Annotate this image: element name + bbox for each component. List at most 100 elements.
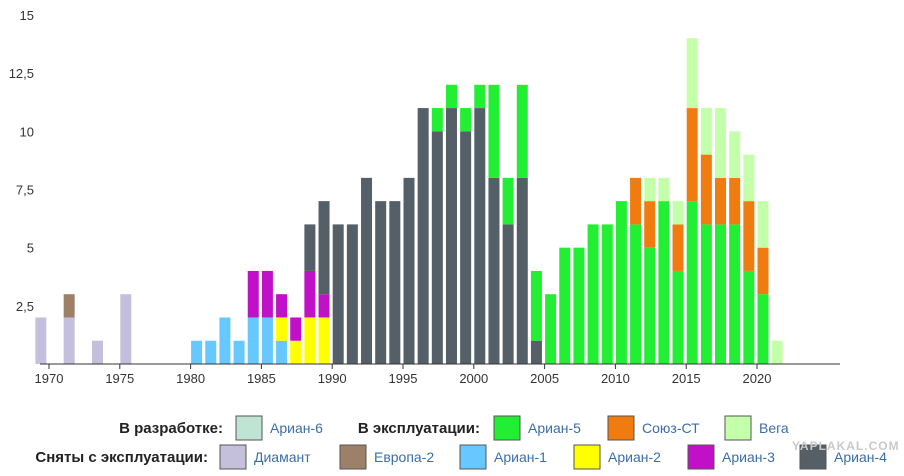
x-tick-label: 2005 — [530, 371, 559, 386]
bar-1990-Ариан-4 — [332, 224, 344, 364]
x-tick-label: 2010 — [601, 371, 630, 386]
x-tick-label: 1980 — [176, 371, 205, 386]
bar-2016-Вега — [700, 108, 712, 155]
watermark: YAPLAKAL.COM — [792, 439, 900, 453]
bar-1997-Ариан-5 — [431, 108, 443, 132]
legend: В разработке: Ариан-6 В эксплуатации: Ариан… — [35, 415, 887, 470]
bar-2010-Ариан-5 — [615, 201, 627, 364]
bar-2021-Вега — [771, 340, 783, 364]
legend-heading: Сняты с эксплуатации: — [35, 449, 208, 466]
bar-1988-Ариан-3 — [304, 270, 316, 318]
legend-label: Ариан-6 — [270, 420, 323, 436]
bar-2000-Ариан-5 — [474, 84, 486, 109]
legend-heading: В эксплуатации: — [358, 420, 480, 437]
bar-2008-Ариан-5 — [587, 224, 599, 364]
bar-2009-Ариан-5 — [601, 224, 613, 364]
legend-label: Ариан-5 — [528, 420, 581, 436]
bar-1989-Ариан-3 — [318, 294, 330, 318]
bar-1989-Ариан-2 — [318, 317, 330, 364]
bar-2006-Ариан-5 — [559, 247, 571, 364]
bar-2017-Союз-СТ — [715, 177, 727, 225]
bar-2017-Вега — [715, 108, 727, 178]
bar-2002-Ариан-4 — [502, 224, 514, 364]
bar-1982-Ариан-1 — [219, 317, 231, 364]
bar-1991-Ариан-4 — [346, 224, 358, 364]
bar-2003-Ариан-5 — [516, 84, 528, 178]
y-tick-label: 2,5 — [16, 299, 34, 314]
bar-2013-Вега — [658, 177, 670, 202]
bar-1969-Диамант — [35, 317, 47, 364]
bar-2005-Ариан-5 — [545, 294, 557, 364]
bar-2019-Союз-СТ — [743, 201, 755, 271]
bar-2001-Ариан-4 — [488, 177, 500, 364]
bar-2016-Союз-СТ — [700, 154, 712, 225]
bar-1986-Ариан-3 — [276, 294, 288, 318]
bar-2020-Вега — [757, 201, 769, 248]
bar-1983-Ариан-1 — [233, 340, 245, 364]
bar-1981-Ариан-1 — [205, 340, 217, 364]
legend-label: Диамант — [254, 449, 311, 465]
bar-1999-Ариан-5 — [460, 108, 472, 132]
legend-label: Ариан-4 — [834, 449, 887, 465]
legend-swatch — [219, 444, 247, 470]
x-tick-label: 1990 — [318, 371, 347, 386]
bar-2002-Ариан-5 — [502, 177, 514, 225]
x-tick-label: 1985 — [247, 371, 276, 386]
bar-1984-Ариан-3 — [247, 270, 259, 318]
x-tick-label: 1975 — [105, 371, 134, 386]
y-tick-label: 5 — [27, 241, 34, 256]
y-tick-label: 12,5 — [9, 66, 34, 81]
bar-2014-Вега — [672, 201, 684, 225]
bar-1996-Ариан-4 — [417, 108, 429, 364]
legend-swatch — [493, 415, 521, 441]
legend-swatch — [687, 444, 715, 470]
axes-layer: 1970 1975 1980 1985 1990 1995 2000 2005 2010 2015… — [9, 8, 840, 386]
bar-1987-Ариан-2 — [290, 340, 302, 364]
bar-2018-Ариан-5 — [729, 224, 741, 364]
x-tick-label: 2020 — [743, 371, 772, 386]
bar-1971-Диамант — [63, 317, 75, 364]
bar-1993-Ариан-4 — [375, 201, 387, 364]
bar-2014-Ариан-5 — [672, 270, 684, 364]
bar-2016-Ариан-5 — [700, 224, 712, 364]
x-tick-label: 2015 — [672, 371, 701, 386]
legend-label: Европа-2 — [374, 449, 434, 465]
bar-2018-Союз-СТ — [729, 177, 741, 225]
bar-1989-Ариан-4 — [318, 201, 330, 295]
bar-2015-Союз-СТ — [686, 108, 698, 202]
bar-2012-Вега — [644, 177, 656, 202]
x-tick-label: 1995 — [389, 371, 418, 386]
bar-1986-Ариан-1 — [276, 340, 288, 364]
bar-2004-Ариан-4 — [530, 340, 542, 364]
legend-swatch — [235, 415, 263, 441]
bars-layer — [35, 38, 783, 364]
legend-label: Вега — [759, 420, 789, 436]
bar-2003-Ариан-4 — [516, 177, 528, 364]
bar-2015-Вега — [686, 38, 698, 109]
legend-label: Ариан-2 — [608, 449, 661, 465]
bar-2020-Союз-СТ — [757, 247, 769, 295]
bar-2007-Ариан-5 — [573, 247, 585, 364]
bar-1998-Ариан-5 — [445, 84, 457, 109]
bar-2014-Союз-СТ — [672, 224, 684, 271]
bar-1980-Ариан-1 — [191, 340, 203, 364]
bar-2012-Ариан-5 — [644, 247, 656, 364]
bar-2011-Союз-СТ — [630, 177, 642, 225]
legend-swatch — [724, 415, 752, 441]
legend-swatch — [573, 444, 601, 470]
bar-1988-Ариан-2 — [304, 317, 316, 364]
bar-1973-Диамант — [91, 340, 103, 364]
bar-2015-Ариан-5 — [686, 201, 698, 364]
bar-2012-Союз-СТ — [644, 201, 656, 248]
bar-1995-Ариан-4 — [403, 177, 415, 364]
legend-label: Ариан-3 — [722, 449, 775, 465]
legend-swatch — [799, 444, 827, 470]
bar-1971-Европа-2 — [63, 294, 75, 318]
bar-1984-Ариан-1 — [247, 317, 259, 364]
y-tick-label: 10 — [20, 124, 34, 139]
legend-swatch — [607, 415, 635, 441]
legend-label: Союз-СТ — [642, 420, 700, 436]
bar-1985-Ариан-3 — [261, 270, 273, 318]
bar-1994-Ариан-4 — [389, 201, 401, 364]
legend-swatch — [459, 444, 487, 470]
